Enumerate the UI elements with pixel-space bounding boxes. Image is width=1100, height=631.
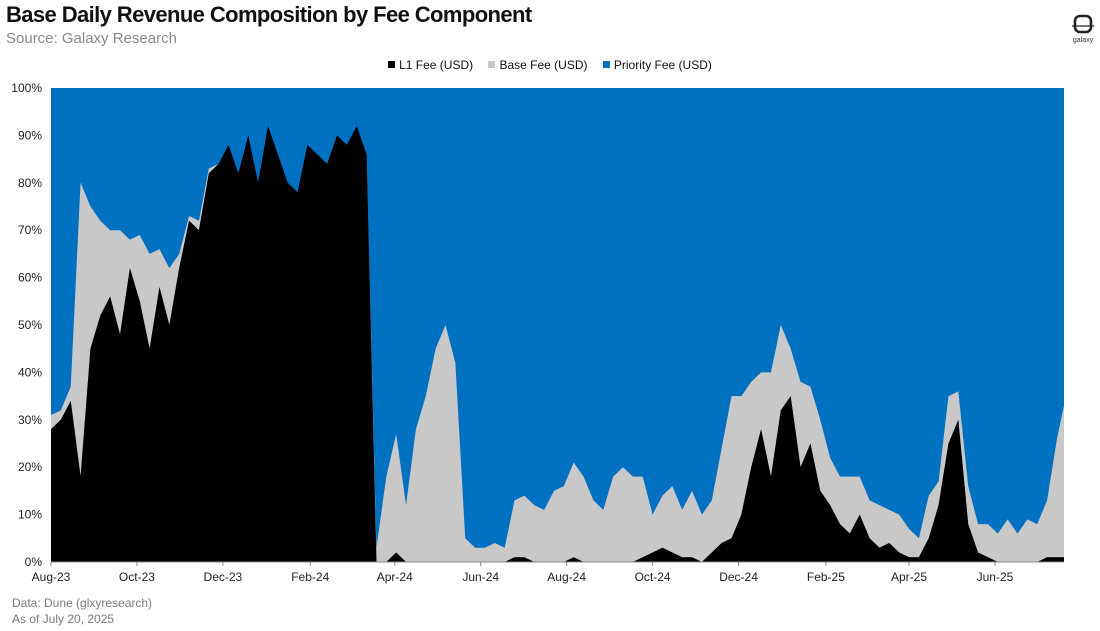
- x-tick-label: Oct-24: [635, 570, 671, 584]
- chart-title: Base Daily Revenue Composition by Fee Co…: [6, 2, 532, 27]
- legend-swatch-base: [488, 61, 496, 68]
- legend-item-base: Base Fee (USD): [488, 58, 588, 72]
- y-tick-label: 0%: [25, 555, 43, 569]
- galaxy-logo-icon: [1072, 14, 1094, 34]
- x-tick-label: Aug-24: [547, 570, 586, 584]
- x-tick-label: Feb-25: [807, 570, 845, 584]
- legend-label-base: Base Fee (USD): [499, 58, 588, 72]
- legend-item-l1: L1 Fee (USD): [388, 58, 473, 72]
- legend-item-priority: Priority Fee (USD): [602, 58, 712, 72]
- series-l1-fee-area: [51, 125, 1064, 563]
- x-tick-label: Jun-25: [977, 570, 1014, 584]
- y-tick-label: 100%: [11, 81, 42, 95]
- chart-subtitle: Source: Galaxy Research: [6, 30, 177, 47]
- series-priority-fee-area: [51, 88, 1064, 562]
- y-tick-label: 10%: [18, 508, 42, 522]
- logo-text: galaxy: [1072, 37, 1094, 44]
- legend-label-l1: L1 Fee (USD): [399, 58, 474, 72]
- x-tick-label: Dec-23: [204, 570, 243, 584]
- x-tick-label: Apr-25: [891, 570, 927, 584]
- y-tick-label: 80%: [18, 176, 42, 190]
- series-base-fee-area: [51, 125, 1064, 563]
- footer-as-of-date: As of July 20, 2025: [12, 612, 115, 626]
- y-tick-label: 90%: [18, 128, 42, 142]
- x-tick-label: Feb-24: [291, 570, 329, 584]
- x-tick-label: Apr-24: [377, 570, 413, 584]
- x-tick-label: Dec-24: [719, 570, 758, 584]
- legend-swatch-priority: [602, 61, 610, 68]
- y-tick-label: 40%: [18, 365, 42, 379]
- legend-label-priority: Priority Fee (USD): [613, 58, 712, 72]
- y-tick-label: 20%: [18, 460, 42, 474]
- x-tick-label: Oct-23: [119, 570, 155, 584]
- chart-legend: L1 Fee (USD) Base Fee (USD) Priority Fee…: [0, 58, 1100, 72]
- y-tick-label: 70%: [18, 223, 42, 237]
- x-tick-label: Aug-23: [32, 570, 71, 584]
- legend-swatch-l1: [388, 61, 396, 68]
- y-tick-label: 30%: [18, 413, 42, 427]
- y-tick-label: 50%: [18, 318, 42, 332]
- y-tick-label: 60%: [18, 271, 42, 285]
- x-tick-label: Jun-24: [462, 570, 499, 584]
- footer-data-source: Data: Dune (glxyresearch): [12, 596, 153, 610]
